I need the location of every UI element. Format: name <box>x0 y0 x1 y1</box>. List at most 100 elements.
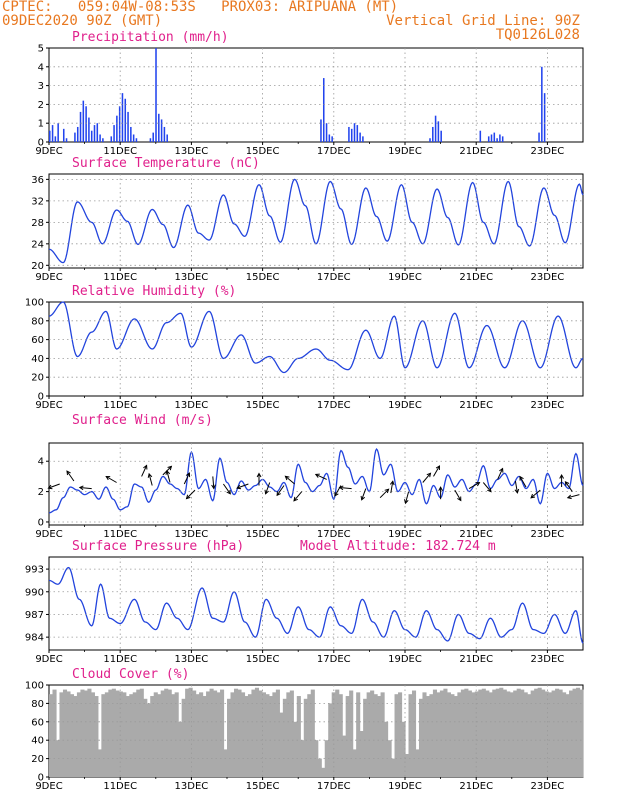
precip-bar <box>82 100 85 142</box>
cloud-bar <box>499 687 504 777</box>
precip-bar <box>440 130 442 142</box>
x-tick-label: 21DEC <box>459 781 493 792</box>
cloud-bar <box>296 696 301 777</box>
x-tick-label: 19DEC <box>388 654 422 665</box>
cloud-bar <box>530 690 535 777</box>
cloud-bar <box>240 692 246 777</box>
y-tick-label: 4 <box>38 457 44 468</box>
wind-arrow-head <box>147 472 153 478</box>
y-tick-label: 2 <box>38 487 44 498</box>
precip-bar <box>65 138 68 142</box>
precip-bar <box>54 136 57 142</box>
cloud-bar <box>199 692 204 777</box>
cloud-bar <box>303 698 308 777</box>
y-tick-label: 2 <box>38 100 44 111</box>
x-tick-label: 9DEC <box>35 400 62 411</box>
wind-arrow-head <box>384 488 390 494</box>
y-tick-label: 40 <box>31 736 44 747</box>
cloud-bar <box>387 740 392 777</box>
cloud-bar <box>230 692 235 777</box>
precip-bar <box>437 121 440 142</box>
precip-bar <box>49 130 51 142</box>
cloud-bar <box>492 689 497 777</box>
cloud-bar <box>178 721 183 777</box>
cloud-bar <box>513 690 518 777</box>
header-line2-left: 09DEC2020 90Z (GMT) <box>2 13 163 29</box>
wind-arrow-head <box>566 494 572 500</box>
cloud-bar <box>275 689 280 777</box>
cloud-bar <box>377 696 382 777</box>
precip-bar <box>102 138 104 142</box>
panel-title: Precipitation (mm/h) <box>72 30 229 45</box>
cloud-bar <box>541 689 546 777</box>
cloud-bar <box>164 688 169 777</box>
cloud-bar <box>548 692 553 777</box>
x-tick-label: 17DEC <box>317 146 351 157</box>
x-tick-label: 15DEC <box>246 654 280 665</box>
cloud-bar <box>216 692 221 777</box>
wind-arrow-head <box>564 480 570 486</box>
header-line3-right: TQ0126L028 <box>495 27 580 43</box>
y-tick-label: 20 <box>31 261 44 272</box>
precip-bar <box>152 132 154 142</box>
y-tick-label: 990 <box>25 587 44 598</box>
precip-bar <box>135 138 138 142</box>
cloud-bar <box>380 692 385 777</box>
precip-bar <box>479 130 482 142</box>
cloud-bar <box>157 694 162 777</box>
precip-bar <box>501 136 504 142</box>
precip-bar <box>356 125 359 142</box>
cloud-bar <box>237 689 242 777</box>
x-tick-label: 21DEC <box>459 272 493 283</box>
cloud-bar <box>118 691 123 777</box>
cloud-bar <box>429 694 434 777</box>
cloud-bar <box>527 694 532 777</box>
cloud-bar <box>342 735 347 777</box>
precip-bar <box>320 119 322 142</box>
cloud-bar <box>62 689 68 777</box>
precip-bar <box>155 48 157 142</box>
precip-bar <box>130 126 132 142</box>
cloud-bar <box>314 740 319 777</box>
y-tick-label: 40 <box>31 354 44 365</box>
precip-bar <box>160 119 163 142</box>
cloud-bar <box>366 692 371 777</box>
cloud-bar <box>373 694 378 777</box>
x-tick-label: 15DEC <box>246 781 280 792</box>
panel-frame <box>48 301 584 397</box>
precip-bar <box>93 125 96 142</box>
cloud-bar <box>188 687 193 777</box>
precip-bar <box>158 113 160 142</box>
x-tick-label: 15DEC <box>246 529 280 540</box>
wind-arrow-head <box>487 487 492 493</box>
wind-arrow-head <box>165 469 171 475</box>
wind-arrow-head <box>559 473 565 479</box>
x-tick-label: 21DEC <box>459 146 493 157</box>
cloud-bar <box>167 689 172 777</box>
cloud-bar <box>422 692 427 777</box>
y-tick-label: 60 <box>31 717 44 728</box>
x-tick-label: 21DEC <box>459 654 493 665</box>
wind-arrow-head <box>143 464 148 470</box>
wind-arrow-head <box>211 484 216 490</box>
x-tick-label: 19DEC <box>388 272 422 283</box>
cloud-bar <box>544 691 549 777</box>
cloud-bar <box>467 690 472 777</box>
precip-bar <box>96 123 99 142</box>
wind-arrow-head <box>185 472 191 478</box>
precip-bar <box>85 106 87 142</box>
wind-arrow <box>105 476 117 483</box>
cloud-bar <box>439 690 444 777</box>
precip-bar <box>116 115 118 142</box>
cloud-bar <box>258 690 263 777</box>
panel-frame <box>48 442 584 526</box>
x-tick-label: 9DEC <box>35 781 62 792</box>
y-tick-label: 100 <box>25 298 44 309</box>
wind-arrow <box>405 491 410 504</box>
cloud-bar <box>453 696 458 777</box>
cloud-bar <box>436 692 441 777</box>
wind-arrow <box>148 473 153 486</box>
wind-arrow-head <box>78 485 84 491</box>
cloud-bar <box>509 692 514 777</box>
y-tick-label: 987 <box>25 610 44 621</box>
